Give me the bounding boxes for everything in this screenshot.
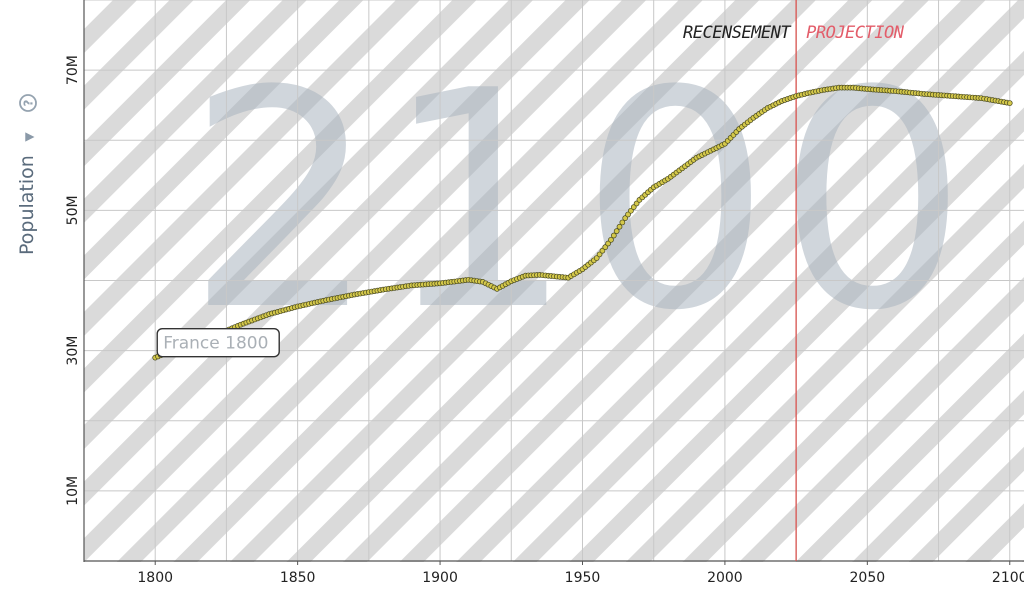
question-circle-icon[interactable]: ? [19, 94, 37, 112]
series-france [152, 84, 1013, 361]
tooltip-text: France 1800 [163, 334, 268, 354]
data-point[interactable] [613, 228, 620, 234]
y-tick-label: 50M [65, 195, 81, 225]
tooltip: France 1800 [156, 327, 280, 358]
data-point[interactable] [616, 223, 623, 230]
data-point[interactable] [605, 240, 611, 247]
y-axis-ticks: 10M 30M 50M 70M [65, 55, 81, 506]
data-point[interactable] [633, 200, 640, 207]
y-tick-label: 30M [65, 336, 81, 366]
x-tick-label: 1850 [280, 570, 316, 586]
data-point[interactable] [625, 211, 631, 218]
census-label: RECENSEMENT [683, 23, 792, 43]
data-point[interactable] [619, 219, 626, 226]
x-tick-label: 2050 [850, 570, 886, 586]
y-axis-title[interactable]: Population [16, 155, 38, 255]
data-point[interactable] [628, 207, 634, 214]
x-tick-label: 1800 [137, 570, 173, 586]
data-point[interactable] [630, 204, 637, 210]
data-point[interactable] [1006, 100, 1013, 106]
tooltip-box [156, 327, 280, 358]
x-axis-ticks: 1800 1850 1900 1950 2000 2050 2100 [137, 561, 1024, 586]
data-point[interactable] [608, 236, 614, 243]
svg-text:?: ? [22, 99, 36, 106]
x-tick-label: 1900 [422, 570, 458, 586]
data-point[interactable] [602, 244, 609, 250]
data-point[interactable] [610, 232, 617, 239]
y-tick-label: 10M [65, 476, 81, 506]
x-tick-label: 2100 [992, 570, 1024, 586]
x-tick-label: 1950 [565, 570, 601, 586]
x-tick-label: 2000 [707, 570, 743, 586]
background-year-label: 2100 [186, 27, 973, 376]
y-axis-dropdown-icon[interactable]: ▼ [22, 132, 36, 142]
data-point[interactable] [596, 251, 603, 258]
data-point[interactable] [622, 215, 629, 221]
projection-label: PROJECTION [806, 23, 905, 43]
y-tick-label: 70M [65, 55, 81, 85]
data-point[interactable] [593, 255, 600, 261]
data-point[interactable] [599, 247, 606, 254]
y-axis-title-group[interactable]: Population ▼ ? [16, 94, 38, 255]
